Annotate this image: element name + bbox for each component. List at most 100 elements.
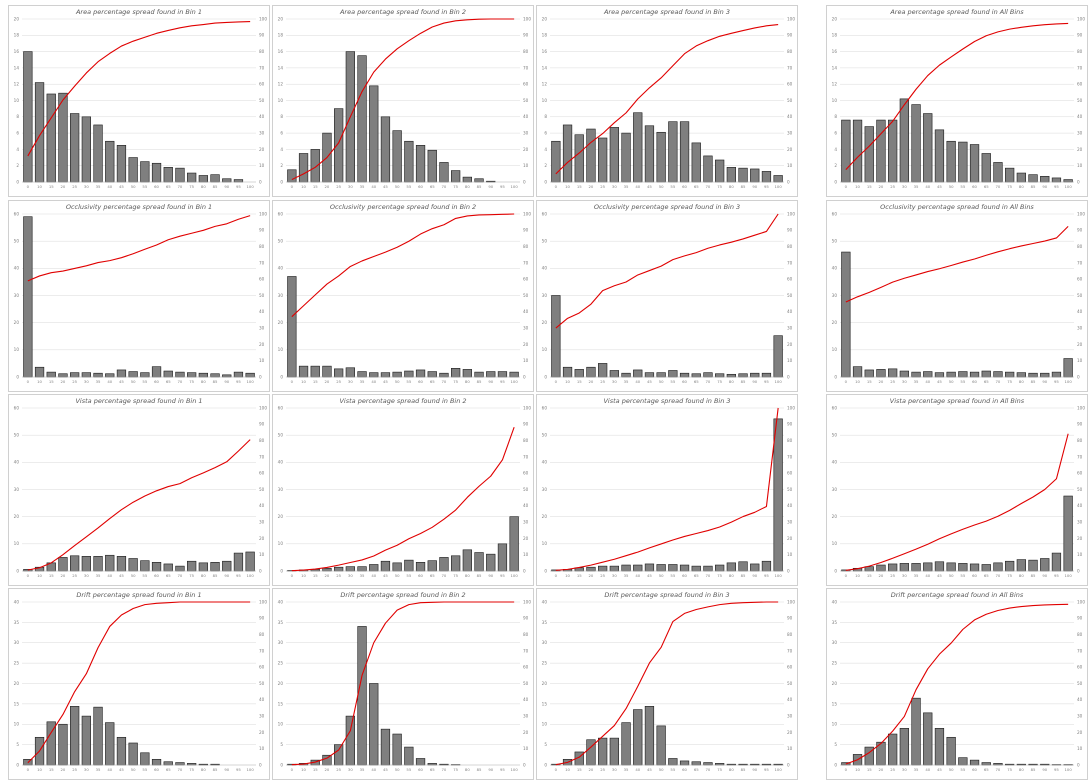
x-tick-label: 20 xyxy=(879,184,884,189)
y-tick-label: 0 xyxy=(544,568,547,573)
x-tick-label: 25 xyxy=(600,573,605,578)
y2-tick-label: 0 xyxy=(523,568,526,573)
cumulative-line xyxy=(27,215,251,282)
x-tick-label: 15 xyxy=(49,573,54,578)
x-tick-label: 30 xyxy=(902,184,907,189)
y-tick-label: 10 xyxy=(14,347,20,352)
x-tick-label: 80 xyxy=(201,767,206,772)
x-tick-label: 50 xyxy=(131,379,136,384)
y-tick-label: 4 xyxy=(16,147,19,152)
x-tick-label: 60 xyxy=(972,184,977,189)
y-tick-label: 20 xyxy=(14,514,20,519)
bar xyxy=(969,563,980,572)
chart-frame xyxy=(272,588,534,780)
bar xyxy=(888,733,898,766)
bar xyxy=(369,372,379,378)
bar xyxy=(415,145,426,183)
x-tick-label: 40 xyxy=(635,573,640,578)
y2-tick-label: 80 xyxy=(1077,438,1083,443)
bar xyxy=(621,132,631,183)
y2-tick-label: 90 xyxy=(1077,228,1083,233)
bar xyxy=(586,739,596,766)
x-tick-label: 45 xyxy=(119,767,124,772)
chart-panel-drift-bin3: Drift percentage spread found in Bin 3 0 5… xyxy=(536,588,798,780)
x-tick-label: 35 xyxy=(914,379,919,384)
x-tick-label: 55 xyxy=(406,379,411,384)
y2-tick-label: 90 xyxy=(259,228,265,233)
bar xyxy=(210,174,220,183)
chart-frame xyxy=(536,588,798,780)
x-tick-label: 65 xyxy=(430,379,435,384)
x-tick-label: 50 xyxy=(395,767,400,772)
y-tick-label: 25 xyxy=(14,661,20,666)
y-tick-label: 30 xyxy=(832,640,838,645)
y2-tick-label: 40 xyxy=(787,114,793,119)
y2-tick-label: 90 xyxy=(523,228,529,233)
y2-tick-label: 100 xyxy=(1077,405,1085,410)
x-tick-label: 35 xyxy=(914,573,919,578)
y2-tick-label: 60 xyxy=(1077,665,1083,670)
x-tick-label: 30 xyxy=(84,767,89,772)
y2-tick-label: 70 xyxy=(787,260,793,265)
x-tick-label: 90 xyxy=(224,379,229,384)
bar xyxy=(969,759,980,766)
bar xyxy=(981,370,991,378)
y2-tick-label: 0 xyxy=(787,568,790,573)
x-tick-label: 100 xyxy=(247,573,255,578)
bar xyxy=(876,564,886,572)
bar xyxy=(899,98,909,183)
x-tick-label: 0 xyxy=(291,379,294,384)
x-tick-label: 25 xyxy=(600,379,605,384)
x-tick-label: 55 xyxy=(142,184,147,189)
bar xyxy=(586,366,596,378)
y-tick-label: 40 xyxy=(832,266,838,271)
y2-tick-label: 0 xyxy=(259,762,262,767)
y2-tick-label: 0 xyxy=(523,179,526,184)
y2-tick-label: 50 xyxy=(259,98,265,103)
y2-tick-label: 40 xyxy=(523,697,529,702)
y2-tick-label: 60 xyxy=(787,277,793,282)
cumulative-line xyxy=(291,18,515,181)
y2-tick-label: 30 xyxy=(259,326,265,331)
bar xyxy=(738,167,748,183)
chart-title: Area percentage spread found in Bin 3 xyxy=(603,8,730,16)
x-tick-label: 70 xyxy=(996,184,1001,189)
y-tick-label: 30 xyxy=(278,487,284,492)
y-tick-label: 30 xyxy=(832,487,838,492)
bar xyxy=(322,365,332,378)
x-tick-label: 30 xyxy=(348,379,353,384)
x-tick-label: 60 xyxy=(154,184,159,189)
y2-tick-label: 10 xyxy=(1077,163,1083,168)
y2-tick-label: 50 xyxy=(787,98,793,103)
y2-tick-label: 0 xyxy=(523,374,526,379)
x-tick-label: 45 xyxy=(383,573,388,578)
x-tick-label: 60 xyxy=(682,379,687,384)
bar xyxy=(1051,552,1062,572)
x-tick-label: 40 xyxy=(925,767,930,772)
chart-panel-vista-all: Vista percentage spread found in All Bin… xyxy=(826,394,1088,586)
y-tick-label: 0 xyxy=(834,179,837,184)
x-tick-label: 70 xyxy=(706,573,711,578)
y-tick-label: 18 xyxy=(278,33,284,38)
x-tick-label: 55 xyxy=(142,573,147,578)
chart-frame xyxy=(826,200,1088,392)
bar xyxy=(586,128,596,183)
y2-tick-label: 80 xyxy=(1077,49,1083,54)
y2-tick-label: 80 xyxy=(259,244,265,249)
y2-tick-label: 20 xyxy=(259,536,265,541)
y2-tick-label: 20 xyxy=(1077,730,1083,735)
y-tick-label: 4 xyxy=(544,147,547,152)
y-tick-label: 15 xyxy=(14,701,20,706)
y2-tick-label: 10 xyxy=(787,358,793,363)
chart-title: Occlusivity percentage spread found in B… xyxy=(594,203,740,211)
y2-tick-label: 100 xyxy=(523,211,531,216)
y-tick-label: 5 xyxy=(544,742,547,747)
y-tick-label: 35 xyxy=(832,620,838,625)
x-tick-label: 35 xyxy=(360,573,365,578)
y2-tick-label: 80 xyxy=(259,438,265,443)
x-tick-label: 0 xyxy=(845,767,848,772)
bar xyxy=(946,562,956,572)
bar xyxy=(1063,495,1073,572)
cumulative-line xyxy=(555,407,779,571)
